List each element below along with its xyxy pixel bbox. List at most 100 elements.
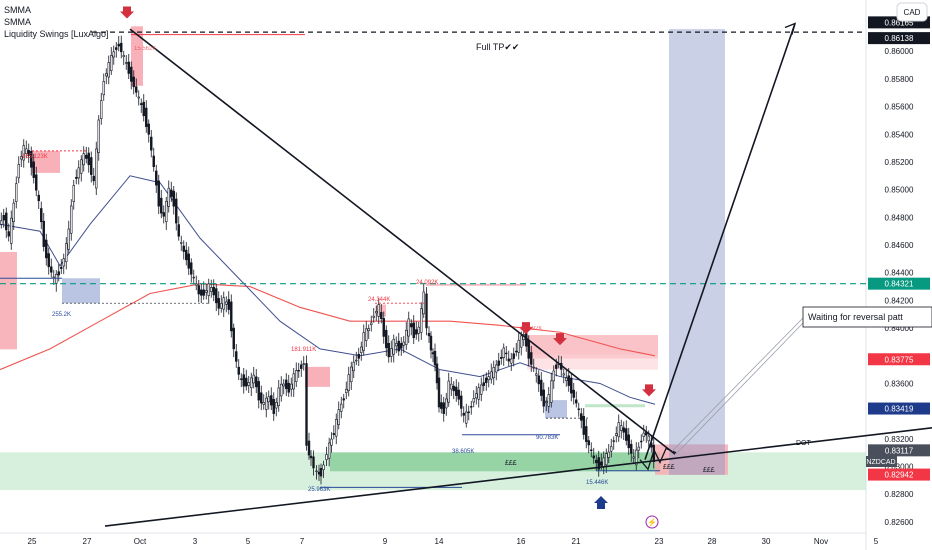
price-label-bg-1 [868, 32, 930, 45]
candle-body [157, 180, 160, 207]
candle-body [367, 328, 370, 331]
candle-body [337, 409, 340, 425]
candle-body [562, 373, 565, 376]
candle-body [497, 360, 500, 366]
legend-line-2[interactable]: SMMA [4, 17, 31, 27]
candle-body [547, 394, 550, 407]
lightning-icon[interactable] [645, 515, 659, 529]
candle-body [582, 416, 585, 435]
candle-body [55, 274, 58, 284]
candle-body [380, 312, 383, 319]
candle-body [565, 377, 568, 381]
candle-body [280, 383, 283, 397]
candle-body [85, 154, 88, 159]
candle-body [10, 217, 13, 244]
candle-body [292, 373, 295, 390]
candle-body [115, 47, 118, 50]
candle-body [112, 51, 115, 58]
candle-body [47, 253, 50, 268]
x-tick-label-10: 23 [655, 537, 664, 546]
candle-body [537, 375, 540, 385]
candle-body [0, 220, 3, 225]
candle-body [600, 461, 603, 466]
candle-body [385, 329, 388, 349]
legend-line-3[interactable]: Liquidity Swings [LuxAlgo] [4, 29, 109, 39]
y-tick-label-0: 0.86000 [885, 47, 914, 56]
currency-button-bg[interactable] [896, 2, 928, 22]
candle-body [12, 202, 15, 222]
candle-body [480, 384, 483, 395]
price-label-bg-2 [868, 277, 930, 290]
candle-body [425, 293, 428, 329]
dot-label: DOT [796, 440, 812, 447]
candle-body [92, 175, 95, 182]
candle-body [525, 333, 528, 347]
candle-body [505, 352, 508, 355]
price-label-4: 0.83419 [885, 405, 914, 414]
smma-fast-line [0, 175, 656, 405]
candle-body [2, 215, 5, 221]
candle-body [467, 411, 470, 413]
candle-body [387, 342, 390, 358]
candle-body [267, 396, 270, 403]
waiting-callout-box [802, 306, 932, 328]
candle-body [70, 205, 73, 234]
zigzag-projection [639, 447, 677, 471]
eqlows-label-2: £££ [663, 464, 675, 471]
candle-body [42, 220, 45, 247]
candle-body [130, 66, 133, 82]
candle-body [620, 425, 623, 431]
candle-body [520, 335, 523, 348]
x-tick-label-12: 30 [762, 537, 771, 546]
candle-body [490, 371, 493, 380]
waiting-callout-text: Waiting for reversal patt [808, 312, 903, 322]
candle-body [277, 387, 280, 407]
candle-body [527, 340, 530, 359]
candle-body [127, 61, 130, 74]
blue-block-90k [545, 400, 567, 419]
y-tick-label-11: 0.83600 [885, 379, 914, 388]
candle-body [45, 239, 48, 259]
lightning-glyph: ⚡ [647, 517, 657, 527]
candle-body [517, 339, 520, 353]
candle-body [470, 406, 473, 408]
candle-body [247, 382, 250, 386]
price-label-3: 0.83775 [885, 355, 914, 364]
y-tick-label-13: 0.83000 [885, 463, 914, 472]
x-tick-label-4: 5 [246, 537, 251, 546]
price-label-5: 0.83117 [885, 446, 914, 455]
red-block-165k [32, 150, 60, 173]
currency-button[interactable]: CAD [904, 8, 921, 17]
candle-body [125, 62, 128, 64]
candle-body [75, 177, 78, 179]
time-axis[interactable]: 25 27 Oct 3 5 7 9 14 16 21 23 28 30 Nov 5 [28, 537, 879, 546]
candle-body [640, 440, 643, 443]
liquidity-zones [0, 26, 866, 491]
candle-body [427, 333, 431, 337]
candle-body [17, 164, 20, 179]
candle-body [50, 266, 53, 273]
candle-body [530, 352, 533, 365]
candle-body [7, 231, 10, 237]
candle-body [262, 402, 265, 405]
x-tick-label-3: 3 [193, 537, 198, 546]
candle-body [630, 443, 633, 454]
candle-body [532, 366, 535, 369]
candle-body [372, 315, 375, 318]
candle-body [355, 359, 358, 362]
candle-body [540, 379, 543, 396]
candle-body [210, 287, 213, 292]
candle-body [365, 328, 368, 341]
legend-line-1[interactable]: SMMA [4, 5, 31, 15]
candle-body [637, 446, 640, 451]
candle-body [482, 382, 485, 386]
candle-body [32, 161, 35, 178]
candle-body [437, 377, 441, 408]
trendline-0 [129, 28, 676, 455]
price-axis[interactable]: 0.86000 0.85800 0.85600 0.85400 0.85200 0.850… [868, 16, 930, 527]
candle-body [22, 145, 25, 161]
x-tick-label-5: 7 [300, 537, 305, 546]
candle-body [147, 123, 150, 135]
